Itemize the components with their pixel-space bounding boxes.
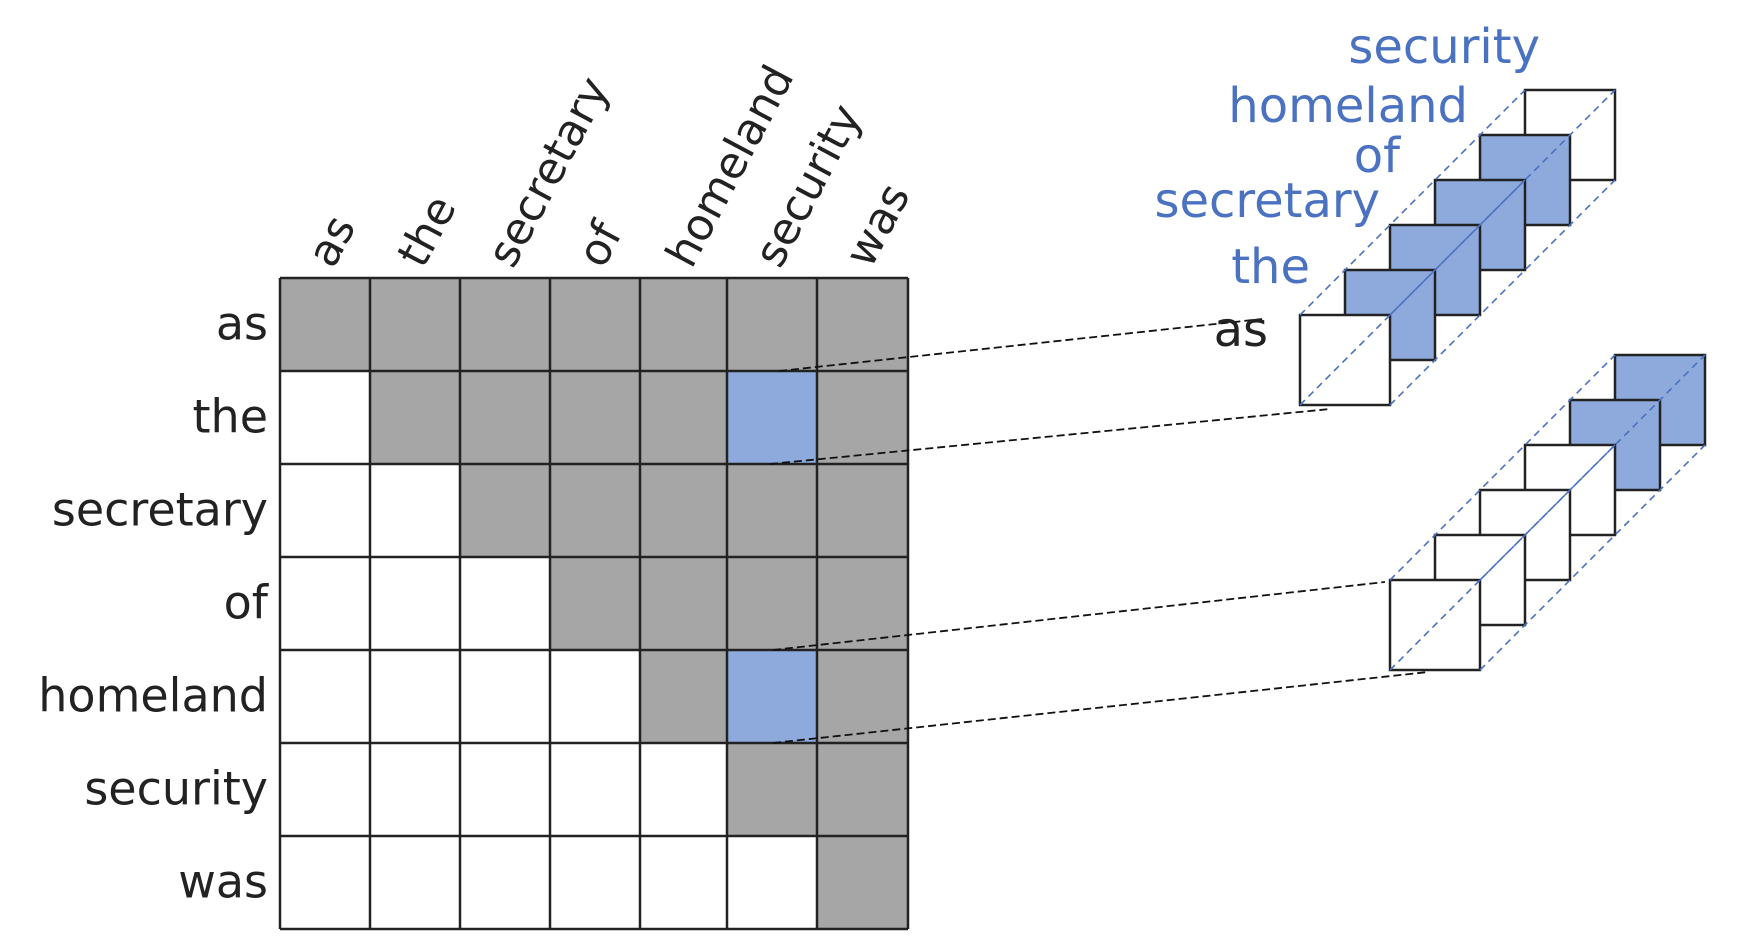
bottom-stack-depth-edge-0 bbox=[1389, 354, 1616, 581]
matrix-cell-security-security bbox=[727, 743, 817, 836]
matrix-cell-the-security bbox=[727, 371, 817, 464]
matrix-cell-homeland-was bbox=[817, 650, 908, 743]
matrix-cell-as-as bbox=[280, 278, 370, 371]
matrix-cell-of-secretary bbox=[460, 557, 550, 650]
matrix-cell-secretary-homeland bbox=[640, 464, 727, 557]
matrix-cell-secretary-of bbox=[550, 464, 640, 557]
matrix-cell-the-as bbox=[280, 371, 370, 464]
matrix-cell-security-of bbox=[550, 743, 640, 836]
bottom-stack-depth-edge-2 bbox=[1389, 444, 1616, 671]
matrix-cell-secretary-secretary bbox=[460, 464, 550, 557]
bottom-stack-depth-edge-3 bbox=[1479, 444, 1706, 671]
row-label-the: the bbox=[193, 390, 269, 444]
matrix-cell-was-homeland bbox=[640, 836, 727, 929]
connector-line-1 bbox=[769, 408, 1331, 465]
connector-lines bbox=[769, 318, 1429, 744]
matrix-cell-was-of bbox=[550, 836, 640, 929]
matrix-cell-the-of bbox=[550, 371, 640, 464]
row-label-homeland: homeland bbox=[38, 669, 268, 723]
stack-label-security: security bbox=[1348, 19, 1540, 75]
column-label-the: the bbox=[388, 187, 467, 275]
matrix-cells bbox=[280, 278, 908, 929]
matrix-cell-of-security bbox=[727, 557, 817, 650]
matrix-cell-was-security bbox=[727, 836, 817, 929]
matrix-cell-secretary-the bbox=[370, 464, 460, 557]
matrix-cell-as-security bbox=[727, 278, 817, 371]
stack-label-homeland: homeland bbox=[1228, 78, 1468, 134]
matrix-cell-secretary-as bbox=[280, 464, 370, 557]
matrix-cell-as-secretary bbox=[460, 278, 550, 371]
matrix-cell-as-homeland bbox=[640, 278, 727, 371]
matrix-cell-security-the bbox=[370, 743, 460, 836]
stack-label-secretary: secretary bbox=[1154, 173, 1380, 229]
matrix-cell-as-the bbox=[370, 278, 460, 371]
row-label-secretary: secretary bbox=[52, 483, 268, 537]
bottom-cube-stack bbox=[1388, 353, 1707, 672]
row-labels: as the secretary of homeland security was bbox=[38, 297, 270, 909]
matrix-cell-secretary-security bbox=[727, 464, 817, 557]
matrix-cell-security-secretary bbox=[460, 743, 550, 836]
column-label-as: as bbox=[298, 207, 366, 275]
matrix-cell-as-of bbox=[550, 278, 640, 371]
matrix-cell-was-was bbox=[817, 836, 908, 929]
stack-label-of: of bbox=[1354, 128, 1401, 184]
top-stack-depth-edge-2 bbox=[1299, 179, 1526, 406]
row-label-as: as bbox=[216, 297, 268, 351]
top-stack-depth-edge-0 bbox=[1299, 89, 1526, 316]
matrix-cell-of-of bbox=[550, 557, 640, 650]
matrix-cell-as-was bbox=[817, 278, 908, 371]
matrix-cell-of-as bbox=[280, 557, 370, 650]
matrix-cell-homeland-secretary bbox=[460, 650, 550, 743]
stack-label-the: the bbox=[1231, 239, 1310, 295]
matrix-cell-homeland-as bbox=[280, 650, 370, 743]
matrix-cell-the-the bbox=[370, 371, 460, 464]
top-cube-stack bbox=[1298, 88, 1617, 407]
matrix-cell-was-secretary bbox=[460, 836, 550, 929]
matrix-cell-homeland-homeland bbox=[640, 650, 727, 743]
column-label-was: was bbox=[835, 175, 920, 275]
row-label-was: was bbox=[178, 855, 268, 909]
matrix-cell-security-was bbox=[817, 743, 908, 836]
connector-line-3 bbox=[772, 671, 1429, 744]
matrix-cell-was-as bbox=[280, 836, 370, 929]
top-stack-depth-edge-3 bbox=[1389, 179, 1616, 406]
matrix-cell-the-homeland bbox=[640, 371, 727, 464]
column-label-of: of bbox=[568, 212, 634, 275]
matrix-grid bbox=[278, 276, 910, 931]
row-label-security: security bbox=[84, 762, 268, 816]
matrix-cell-security-as bbox=[280, 743, 370, 836]
matrix-cell-secretary-was bbox=[817, 464, 908, 557]
matrix-cell-the-secretary bbox=[460, 371, 550, 464]
matrix-cell-the-was bbox=[817, 371, 908, 464]
matrix-cell-security-homeland bbox=[640, 743, 727, 836]
row-label-of: of bbox=[224, 576, 270, 630]
matrix-cell-of-homeland bbox=[640, 557, 727, 650]
matrix-cell-of-was bbox=[817, 557, 908, 650]
matrix-cell-homeland-the bbox=[370, 650, 460, 743]
matrix-cell-homeland-security bbox=[727, 650, 817, 743]
matrix-cell-of-the bbox=[370, 557, 460, 650]
matrix-cell-homeland-of bbox=[550, 650, 640, 743]
stack-label-as: as bbox=[1214, 302, 1268, 358]
connector-line-2 bbox=[772, 581, 1386, 651]
matrix-cell-was-the bbox=[370, 836, 460, 929]
connector-line-0 bbox=[778, 318, 1263, 372]
